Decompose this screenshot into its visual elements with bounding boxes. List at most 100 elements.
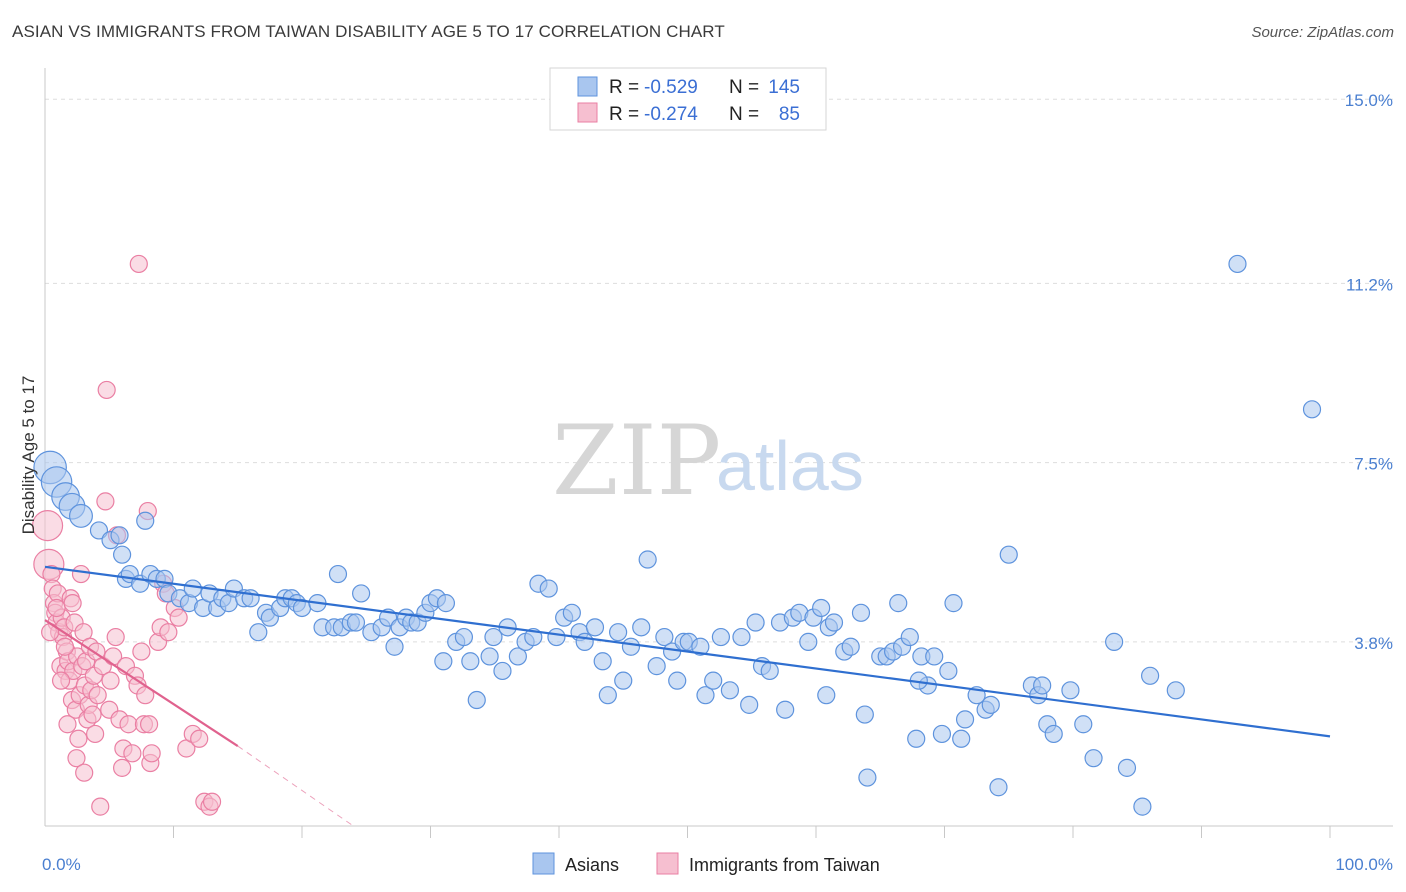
axes [44,68,1393,838]
legend-swatch-asian [577,76,598,97]
legend-n-value-taiwan: 85 [779,104,800,125]
asian-point-113 [858,768,877,787]
legend-n-value-asian: 145 [768,77,800,98]
asian-point-84 [655,627,674,647]
asian-point-133 [999,545,1018,564]
asian-point-70 [547,627,566,647]
asian-point-43 [352,584,371,603]
asian-point-79 [614,671,633,690]
taiwan-point-52 [119,715,138,734]
asian-point-95 [740,695,759,714]
asian-point-69 [539,579,558,598]
asian-point-108 [824,613,844,632]
series-asian-points [33,254,1322,816]
taiwan-point-83 [63,594,82,613]
asian-point-103 [799,632,818,651]
taiwan-point-38 [88,686,107,705]
y-tick-label-2: 11.2% [1346,275,1393,294]
y-tick-labels: 3.8% 7.5% 11.2% 15.0% [1345,91,1393,653]
asian-point-4 [68,503,93,528]
y-tick-label-0: 3.8% [1354,634,1393,653]
asian-trend-line [44,565,1331,738]
taiwan-point-57 [132,642,151,661]
taiwan-point-25 [71,564,91,584]
asian-point-9 [136,511,155,530]
asian-point-28 [249,623,268,642]
asian-point-140 [1074,715,1093,734]
asian-point-96 [746,613,765,632]
asian-point-111 [851,603,871,622]
asian-point-60 [467,690,486,710]
series-legend: Asians Immigrants from Taiwan [532,852,880,875]
grid-lines [45,98,1393,643]
asian-point-94 [732,627,751,647]
taiwan-point-39 [91,797,110,816]
legend-r-label: R = [609,104,639,125]
taiwan-point-0 [31,509,64,542]
asian-point-136 [1033,676,1052,695]
correlation-legend: R = -0.529 N = 145 R = -0.274 N = 85 [549,67,827,131]
asian-point-138 [1044,724,1063,744]
asian-point-61 [480,647,499,666]
asian-point-7 [110,526,129,545]
asian-point-128 [955,710,975,729]
x-tick-label-max: 100.0% [1335,855,1393,874]
taiwan-point-61 [139,715,159,734]
x-tick-labels: 0.0% 100.0% [42,855,1393,874]
taiwan-point-73 [190,729,209,748]
asian-point-110 [841,637,860,656]
asian-point-119 [900,627,919,647]
asian-point-148 [1140,666,1160,685]
legend-n-label: N = [729,104,759,125]
asian-point-55 [436,594,456,613]
bottom-legend-label-taiwan: Immigrants from Taiwan [689,855,880,875]
asian-point-132 [989,778,1008,797]
taiwan-point-76 [51,671,71,690]
asian-point-100 [776,700,795,719]
asian-point-83 [647,657,666,676]
asian-point-93 [720,681,740,700]
y-axis-title: Disability Age 5 to 17 [19,376,38,535]
asian-point-117 [889,594,908,613]
asian-point-106 [817,686,836,705]
asian-point-47 [385,637,404,656]
bottom-legend-swatch-asian [532,852,555,875]
asian-point-147 [1166,681,1185,700]
asian-point-98 [760,661,779,681]
asian-point-90 [696,686,715,705]
asian-point-75 [585,618,605,637]
taiwan-point-44 [101,671,120,690]
asian-point-19 [183,579,202,598]
asian-point-89 [691,637,710,656]
taiwan-point-36 [86,724,105,744]
asian-point-124 [932,724,952,744]
asian-point-91 [704,671,723,690]
asian-point-105 [812,598,831,618]
asian-point-74 [575,632,594,651]
bottom-legend-label-asian: Asians [565,855,619,875]
asian-point-131 [981,695,1000,714]
legend-r-value-taiwan: -0.274 [644,104,698,125]
asian-point-126 [944,594,963,613]
asian-point-123 [925,647,944,666]
taiwan-trend-line [44,619,239,747]
asian-point-82 [638,550,657,569]
taiwan-point-53 [123,744,142,763]
chart-source: Source: ZipAtlas.com [1251,24,1394,41]
taiwan-point-81 [47,598,66,618]
asian-point-77 [598,686,617,705]
asian-point-72 [562,603,581,622]
taiwan-point-34 [83,705,102,724]
asian-point-112 [855,705,874,724]
taiwan-point-23 [69,729,88,748]
taiwan-point-63 [142,744,161,763]
asian-point-92 [711,627,731,647]
asian-point-142 [1105,632,1124,651]
x-tick-label-min: 0.0% [42,855,81,874]
asian-point-145 [1228,254,1247,274]
asian-point-58 [454,627,474,647]
taiwan-point-49 [112,758,132,777]
asian-point-80 [621,637,641,656]
asian-point-81 [632,618,651,637]
